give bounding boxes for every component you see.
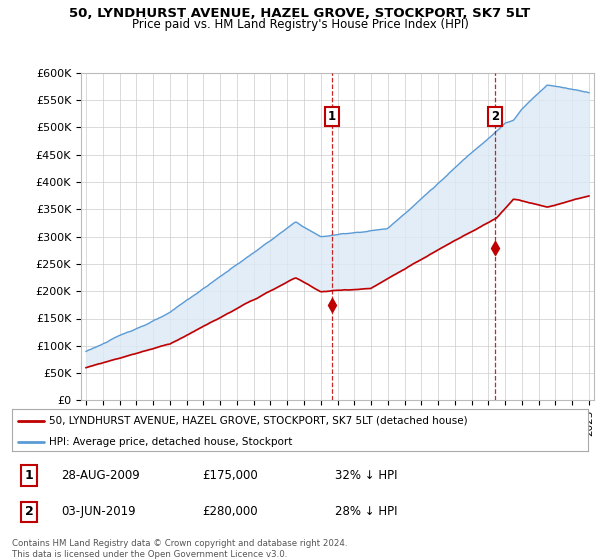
Text: 03-JUN-2019: 03-JUN-2019 xyxy=(61,505,136,519)
Text: 32% ↓ HPI: 32% ↓ HPI xyxy=(335,469,397,482)
Text: 1: 1 xyxy=(25,469,34,482)
Text: 50, LYNDHURST AVENUE, HAZEL GROVE, STOCKPORT, SK7 5LT (detached house): 50, LYNDHURST AVENUE, HAZEL GROVE, STOCK… xyxy=(49,416,468,426)
Text: Price paid vs. HM Land Registry's House Price Index (HPI): Price paid vs. HM Land Registry's House … xyxy=(131,18,469,31)
Text: 50, LYNDHURST AVENUE, HAZEL GROVE, STOCKPORT, SK7 5LT: 50, LYNDHURST AVENUE, HAZEL GROVE, STOCK… xyxy=(70,7,530,20)
Text: 1: 1 xyxy=(328,110,335,123)
Text: 28-AUG-2009: 28-AUG-2009 xyxy=(61,469,140,482)
Text: 2: 2 xyxy=(491,110,499,123)
Text: 2: 2 xyxy=(25,505,34,519)
Text: £175,000: £175,000 xyxy=(202,469,258,482)
Text: Contains HM Land Registry data © Crown copyright and database right 2024.
This d: Contains HM Land Registry data © Crown c… xyxy=(12,539,347,559)
Text: £280,000: £280,000 xyxy=(202,505,258,519)
Text: 28% ↓ HPI: 28% ↓ HPI xyxy=(335,505,397,519)
Text: HPI: Average price, detached house, Stockport: HPI: Average price, detached house, Stoc… xyxy=(49,437,293,446)
